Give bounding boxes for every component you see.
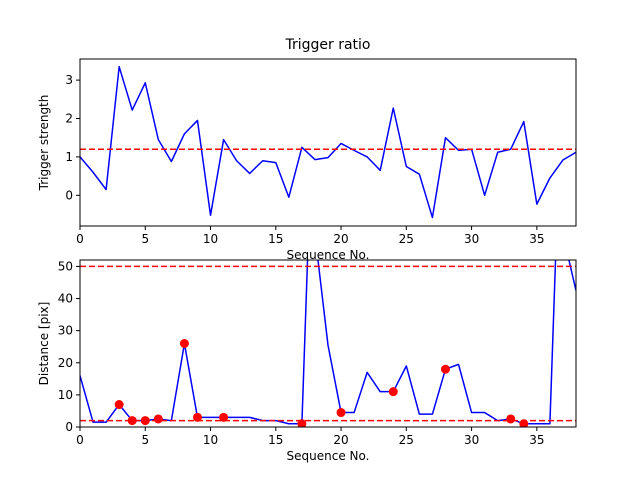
x-tick-label: 20 xyxy=(333,232,348,246)
data-point-marker xyxy=(388,387,398,397)
y-tick-label: 50 xyxy=(58,259,73,273)
y-tick-label: 0 xyxy=(65,188,73,202)
x-tick-label: 35 xyxy=(529,232,544,246)
x-tick-label: 10 xyxy=(203,433,218,447)
x-tick-label: 30 xyxy=(464,433,479,447)
x-tick-label: 30 xyxy=(464,232,479,246)
x-tick-label: 15 xyxy=(268,433,283,447)
x-tick-label: 10 xyxy=(203,232,218,246)
data-point-marker xyxy=(506,414,516,424)
x-tick-label: 15 xyxy=(268,232,283,246)
x-tick-label: 25 xyxy=(399,433,414,447)
x-axis-label: Sequence No. xyxy=(287,248,370,262)
x-tick-label: 20 xyxy=(333,433,348,447)
distance-plot: 0 5 10 15 20 25 30 35 0 10 20 30 40 50 Sequence No. Dis… xyxy=(37,259,577,463)
series-line xyxy=(80,65,576,219)
data-point-marker xyxy=(179,339,189,348)
data-point-marker xyxy=(192,412,202,422)
axes-frame xyxy=(79,58,577,227)
trigger-ratio-plot: 0 5 10 15 20 25 30 35 0 1 2 3 Trigger ratio Sequence … xyxy=(37,37,577,262)
plot-area xyxy=(80,260,576,427)
y-tick-label: 2 xyxy=(65,112,73,126)
x-tick-label: 35 xyxy=(529,433,544,447)
y-tick-label: 0 xyxy=(65,420,73,434)
y-axis-label: Trigger strength xyxy=(37,95,51,192)
data-point-marker xyxy=(440,364,450,374)
x-tick-label: 0 xyxy=(76,232,84,246)
plot-area xyxy=(80,65,576,219)
data-point-marker xyxy=(114,400,124,410)
x-tick-label: 5 xyxy=(141,433,149,447)
y-axis-label: Distance [pix] xyxy=(37,302,51,386)
y-tick-label: 40 xyxy=(58,292,73,306)
x-tick-label: 5 xyxy=(141,232,149,246)
y-tick-label: 30 xyxy=(58,324,73,338)
data-point-marker xyxy=(519,419,529,427)
x-tick-label: 0 xyxy=(76,433,84,447)
y-tick-label: 10 xyxy=(58,388,73,402)
chart-title: Trigger ratio xyxy=(284,37,370,53)
data-point-marker xyxy=(127,416,137,426)
y-tick-label: 3 xyxy=(65,73,73,87)
data-point-marker xyxy=(297,419,307,427)
x-tick-label: 25 xyxy=(399,232,414,246)
data-point-marker xyxy=(336,408,346,418)
data-point-marker xyxy=(140,416,150,426)
x-axis-label: Sequence No. xyxy=(287,449,370,463)
axes-frame xyxy=(79,259,577,428)
series-line xyxy=(80,260,576,425)
data-point-marker xyxy=(153,414,163,424)
y-tick-label: 20 xyxy=(58,356,73,370)
data-point-marker xyxy=(219,412,229,422)
y-tick-label: 1 xyxy=(65,150,73,164)
